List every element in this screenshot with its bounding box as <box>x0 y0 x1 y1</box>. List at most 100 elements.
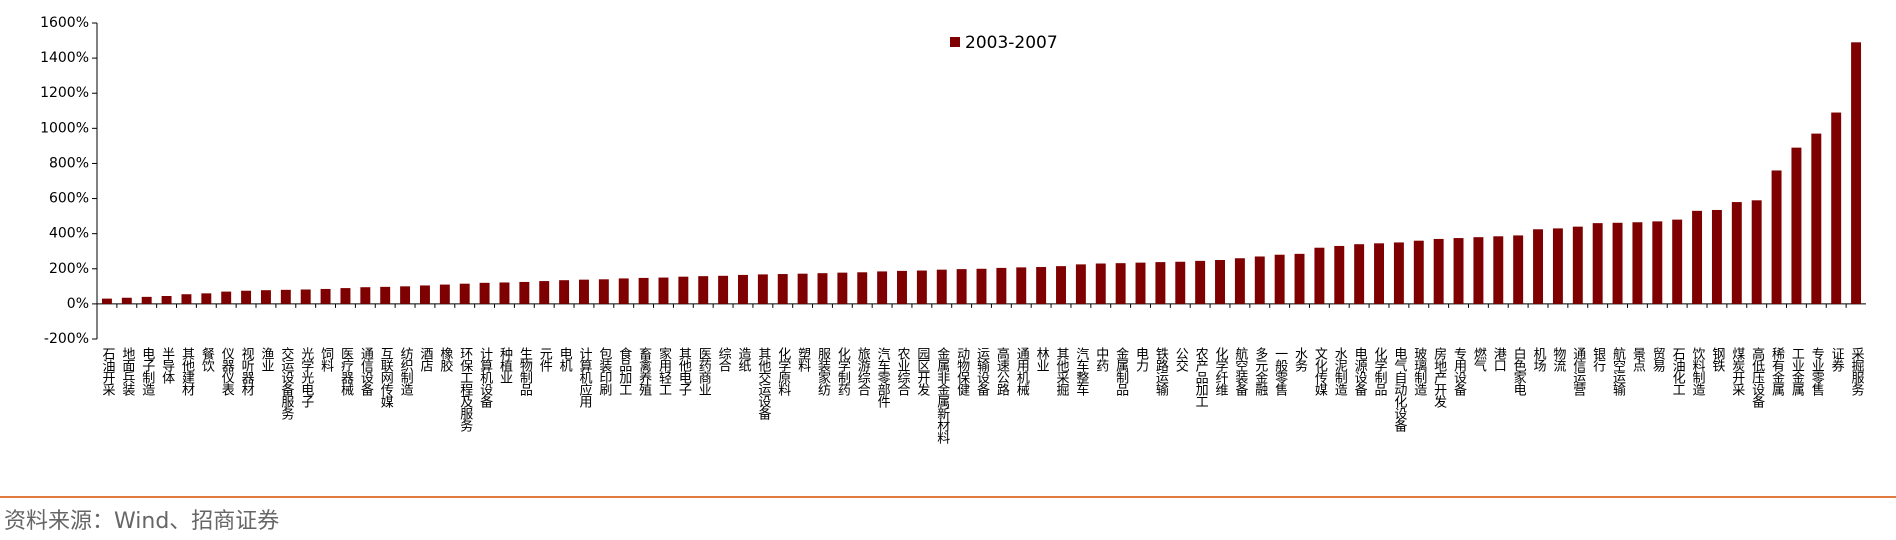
bar <box>1155 262 1166 304</box>
bar <box>1374 243 1384 304</box>
x-tick-label: 燃气 <box>1471 346 1487 372</box>
x-tick-label: 交运设备服务 <box>278 346 294 420</box>
bar <box>897 270 907 304</box>
bar <box>956 269 967 304</box>
bar <box>1831 112 1842 304</box>
y-tick-label: 1200% <box>40 85 89 101</box>
x-tick-label: 汽车零部件 <box>875 347 891 408</box>
bar <box>757 274 768 304</box>
bar <box>1751 200 1762 304</box>
bar <box>1234 258 1245 304</box>
x-tick-label: 农产品加工 <box>1193 347 1209 407</box>
bar <box>996 267 1007 304</box>
bar <box>1254 256 1265 304</box>
x-tick-label: 其他建材 <box>179 347 195 396</box>
x-tick-label: 园区开发 <box>914 347 930 396</box>
bar <box>976 268 987 304</box>
bar <box>1393 242 1404 304</box>
y-tick-label: 800% <box>49 155 89 171</box>
bar <box>1731 202 1742 304</box>
x-tick-label: 贸易 <box>1650 347 1666 373</box>
bar <box>539 281 550 304</box>
bar <box>1215 260 1225 304</box>
bar <box>1056 266 1066 304</box>
bar <box>1771 170 1782 304</box>
bar <box>1274 254 1285 304</box>
bar <box>777 274 788 304</box>
y-tick-label: 1600% <box>40 15 89 31</box>
bar <box>1711 209 1722 304</box>
x-tick-label: 化学制药 <box>835 347 851 396</box>
bar <box>1851 42 1862 304</box>
bar <box>1314 247 1325 304</box>
y-tick-label: -200% <box>44 331 89 347</box>
bar <box>738 274 748 304</box>
bar <box>499 282 510 304</box>
x-tick-label: 半导体 <box>159 347 175 384</box>
x-tick-label: 运输设备 <box>974 347 990 397</box>
x-tick-label: 公交 <box>1173 347 1189 372</box>
x-tick-label: 证券 <box>1829 347 1845 372</box>
bar <box>340 288 351 304</box>
bar <box>161 295 172 304</box>
x-tick-label: 其他交运设备 <box>755 347 771 421</box>
bar <box>1413 240 1424 304</box>
x-tick-label: 生物制品 <box>517 347 533 396</box>
x-tick-label: 计算机设备 <box>477 347 493 409</box>
x-tick-label: 电机 <box>557 347 573 373</box>
x-tick-label: 多元金融 <box>1252 346 1268 396</box>
x-tick-label: 水务 <box>1292 347 1308 372</box>
x-tick-label: 机场 <box>1531 347 1547 372</box>
bar <box>360 287 371 304</box>
x-tick-label: 房地产开发 <box>1431 346 1447 408</box>
x-tick-label: 旅游综合 <box>855 347 871 396</box>
bar <box>916 270 927 304</box>
bar <box>519 281 530 304</box>
x-tick-label: 电力 <box>1133 347 1149 373</box>
x-tick-label: 汽车整车 <box>1073 347 1089 396</box>
bar <box>459 283 470 304</box>
x-tick-label: 一般零售 <box>1272 347 1288 396</box>
x-tick-label: 文化传媒 <box>1312 347 1328 396</box>
x-tick-label: 电源设备 <box>1352 347 1368 397</box>
x-tick-label: 林业 <box>1034 347 1050 371</box>
bar <box>1652 221 1663 304</box>
bar <box>698 276 709 304</box>
bar <box>419 285 430 304</box>
x-tick-label: 农业综合 <box>894 347 910 396</box>
bar <box>1493 236 1504 304</box>
x-tick-label: 玻璃制造 <box>1411 347 1427 397</box>
bar <box>1533 229 1544 304</box>
legend-swatch <box>950 37 960 47</box>
x-tick-label: 仪器仪表 <box>219 347 235 396</box>
bar <box>320 288 331 304</box>
bar <box>877 271 888 304</box>
x-tick-label: 医疗器械 <box>338 347 354 396</box>
x-tick-label: 港口 <box>1491 347 1507 372</box>
x-tick-label: 餐饮 <box>199 346 215 373</box>
x-tick-label: 医药商业 <box>696 347 712 395</box>
x-tick-label: 综合 <box>716 347 732 372</box>
x-tick-label: 工业金属 <box>1789 347 1805 397</box>
bar <box>1036 267 1047 304</box>
bar <box>1433 238 1444 304</box>
bar <box>221 291 232 304</box>
bar <box>479 282 490 304</box>
bar <box>857 272 868 304</box>
x-tick-label: 物流 <box>1550 347 1566 372</box>
bar <box>1632 222 1643 304</box>
x-tick-label: 高低压设备 <box>1749 346 1765 409</box>
bar <box>181 294 192 304</box>
bar <box>559 280 570 304</box>
bar <box>598 279 609 304</box>
y-tick-label: 1000% <box>40 120 89 136</box>
bar <box>718 275 729 304</box>
x-tick-label: 景点 <box>1630 347 1646 372</box>
x-tick-label: 纺织制造 <box>398 347 414 397</box>
x-tick-label: 采掘服务 <box>1849 347 1865 396</box>
x-tick-label: 金属制品 <box>1113 346 1129 396</box>
bar <box>658 277 669 304</box>
x-tick-label: 银行 <box>1590 347 1606 373</box>
bar <box>936 269 947 304</box>
